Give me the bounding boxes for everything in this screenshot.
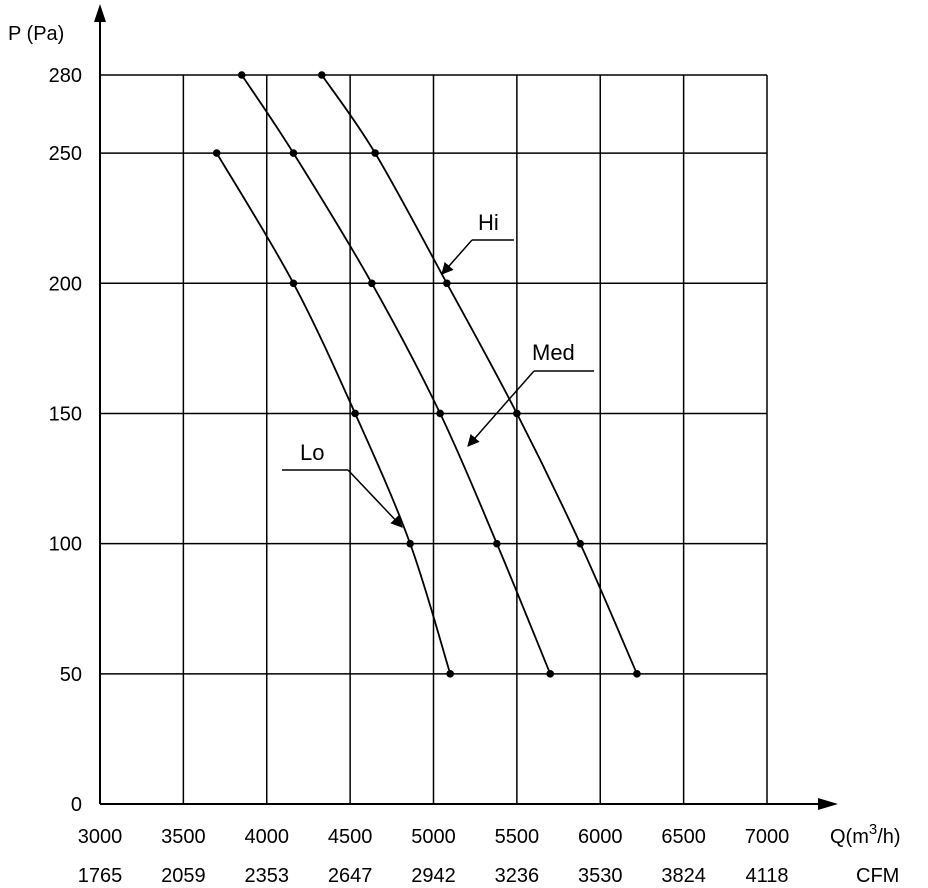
data-point-med xyxy=(368,279,376,288)
data-point-lo xyxy=(406,539,414,548)
x-tick-label-cfm: 3236 xyxy=(495,865,540,887)
y-tick-label: 100 xyxy=(49,534,82,556)
data-point-lo xyxy=(351,409,359,418)
y-tick-label: 280 xyxy=(49,65,82,87)
data-point-med xyxy=(546,670,555,678)
x-tick-label-cfm: 4118 xyxy=(745,865,788,887)
hi-annotation: Hi xyxy=(441,210,514,275)
x-tick-label: 4500 xyxy=(328,826,373,848)
data-point-lo xyxy=(289,279,298,288)
x-tick-label: 5000 xyxy=(411,826,456,848)
lo-annotation: Lo xyxy=(282,440,403,528)
x-tick-labels-cfm: 1765 2059 2353 2647 2942 3236 3530 3824 4118 xyxy=(78,865,789,887)
y-axis-arrow xyxy=(94,4,106,22)
x-tick-label: 5500 xyxy=(495,826,540,848)
lo-label: Lo xyxy=(300,440,324,465)
med-leader-arrow xyxy=(467,370,535,447)
x-tick-label-cfm: 2942 xyxy=(411,865,456,887)
x-tick-label-cfm: 1765 xyxy=(78,865,123,887)
data-point-hi xyxy=(576,539,585,548)
y-tick-label: 250 xyxy=(49,143,82,165)
x-tick-label-cfm: 2059 xyxy=(161,865,206,887)
series-line-hi xyxy=(321,74,638,675)
data-point-hi xyxy=(371,149,379,157)
data-point-hi xyxy=(443,279,451,288)
x-tick-label: 6000 xyxy=(578,826,623,848)
med-label: Med xyxy=(532,340,575,365)
hi-leader-arrow xyxy=(441,239,473,275)
data-point-med xyxy=(237,71,246,79)
y-tick-label: 150 xyxy=(49,403,82,425)
x-tick-label: 4000 xyxy=(245,826,290,848)
data-point-hi xyxy=(633,670,641,678)
grid-lines xyxy=(100,74,768,804)
lo-leader-arrow xyxy=(347,469,403,528)
x-axis-label: Q(m3/h) xyxy=(830,821,901,848)
x-tick-label: 7000 xyxy=(745,826,790,848)
y-tick-label: 200 xyxy=(49,273,82,295)
x-axis-arrow xyxy=(818,798,838,810)
x-tick-labels: 3000 3500 4000 4500 5000 5500 6000 6500 7000 xyxy=(78,826,790,848)
y-tick-labels: 0 50 100 150 200 250 280 xyxy=(49,65,82,816)
x-tick-label: 3000 xyxy=(78,826,123,848)
series-line-med xyxy=(240,74,552,675)
x-tick-label-cfm: 2647 xyxy=(328,865,373,887)
y-axis-label: P (Pa) xyxy=(8,23,64,45)
x-tick-label-cfm: 3824 xyxy=(661,865,706,887)
data-point-lo xyxy=(446,670,454,678)
data-point-med xyxy=(436,409,444,418)
data-point-hi xyxy=(317,71,326,79)
data-point-hi xyxy=(513,409,521,418)
x-tick-label: 6500 xyxy=(661,826,706,848)
x-tick-label-cfm: 2353 xyxy=(245,865,290,887)
x-tick-label: 3500 xyxy=(161,826,206,848)
data-point-med xyxy=(493,539,501,548)
y-tick-label: 50 xyxy=(60,664,82,686)
series-group xyxy=(212,71,641,678)
med-annotation: Med xyxy=(467,340,594,447)
hi-label: Hi xyxy=(478,210,499,235)
y-tick-label: 0 xyxy=(71,794,82,816)
data-point-lo xyxy=(212,149,221,157)
x-tick-label-cfm: 3530 xyxy=(578,865,623,887)
x-axis-label-cfm: CFM xyxy=(856,865,899,887)
data-point-med xyxy=(289,149,298,157)
